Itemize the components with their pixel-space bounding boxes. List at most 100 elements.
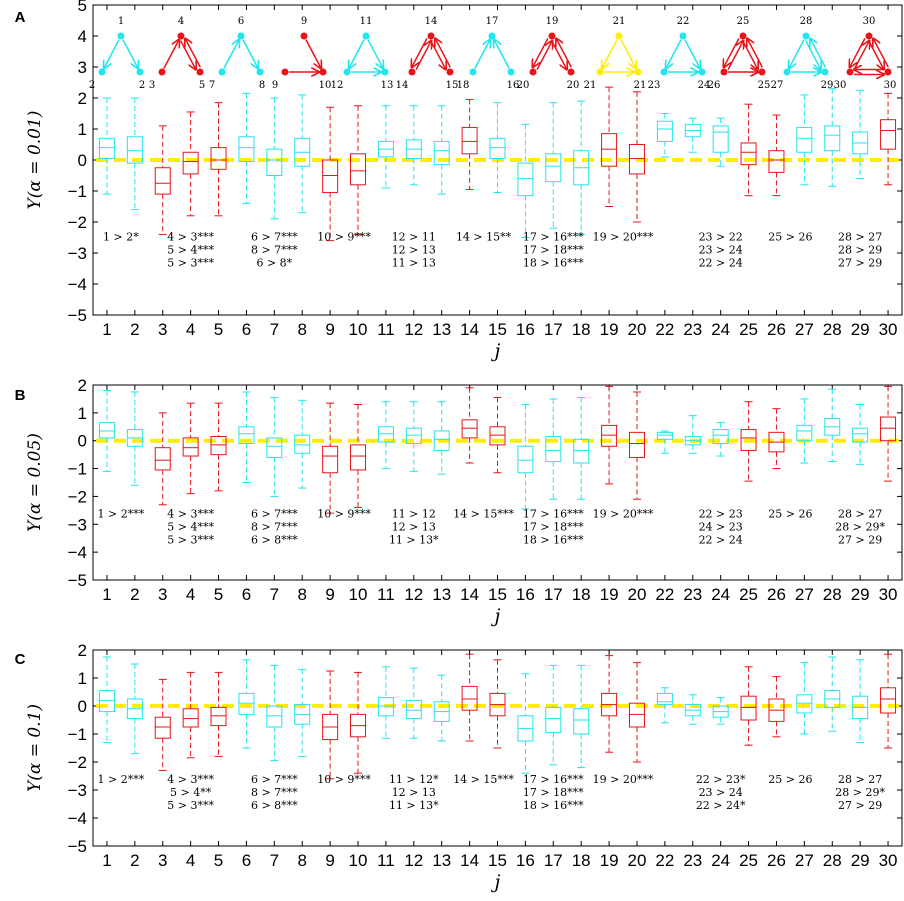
motif-node — [660, 68, 668, 76]
x-tick-label: 1 — [102, 851, 111, 870]
box-iqr — [210, 436, 227, 456]
significance-annotation: 8 > 7*** — [251, 244, 298, 257]
box-1 — [98, 97, 115, 195]
box-iqr — [461, 419, 478, 439]
motif-node — [884, 68, 892, 76]
box-3 — [154, 412, 171, 506]
significance-annotation: 25 > 26 — [768, 773, 812, 786]
box-iqr — [768, 150, 785, 173]
x-tick-label: 28 — [823, 585, 842, 604]
motif-number: 30 — [884, 80, 897, 91]
box-16 — [517, 123, 534, 238]
significance-annotation: 14 > 15*** — [453, 507, 514, 520]
motif-node — [679, 32, 687, 40]
box-8 — [294, 94, 311, 214]
box-15 — [489, 397, 506, 474]
box-iqr — [545, 706, 562, 734]
x-tick-label: 5 — [214, 320, 223, 339]
x-tick-label: 5 — [214, 585, 223, 604]
box-1 — [98, 390, 115, 472]
box-18 — [573, 397, 590, 500]
box-iqr — [433, 140, 450, 166]
x-axis-label: j — [491, 871, 501, 893]
motif-number: 17 — [486, 16, 499, 27]
motif-number: 30 — [863, 16, 876, 27]
motif-1: 1 2 2 — [89, 16, 145, 91]
significance-annotation: 14 > 15** — [456, 231, 512, 244]
box-17 — [545, 664, 562, 766]
box-iqr — [489, 426, 506, 446]
box-20 — [628, 91, 645, 223]
motif-number: 13 — [381, 80, 394, 91]
x-tick-label: 3 — [158, 320, 167, 339]
significance-annotation: 5 > 4** — [170, 786, 212, 799]
x-tick-label: 8 — [297, 851, 306, 870]
significance-annotation: 28 > 29* — [835, 786, 885, 799]
box-iqr — [461, 126, 478, 155]
significance-annotation: 1 > 2*** — [98, 507, 145, 520]
x-tick-label: 3 — [158, 585, 167, 604]
y-tick-label: 0 — [78, 697, 87, 716]
box-18 — [573, 100, 590, 235]
box-iqr — [126, 136, 143, 164]
significance-annotation: 17 > 16*** — [523, 507, 584, 520]
motif-edge — [104, 39, 120, 69]
significance-annotation: 19 > 20*** — [593, 773, 654, 786]
motif-node — [343, 68, 351, 76]
x-tick-label: 13 — [432, 320, 451, 339]
motif-node — [758, 68, 766, 76]
box-iqr — [377, 426, 394, 443]
box-iqr — [461, 685, 478, 711]
motif-number: 15 — [446, 80, 459, 91]
significance-annotation: 5 > 4*** — [167, 520, 214, 533]
motif-number: 7 — [209, 80, 215, 91]
box-20 — [628, 391, 645, 500]
motif-node — [821, 68, 829, 76]
motif-edge — [163, 40, 179, 69]
motif-node — [783, 68, 791, 76]
box-26 — [768, 676, 785, 738]
x-tick-label: 3 — [158, 851, 167, 870]
motif-node — [698, 68, 706, 76]
motif-17: 17 18 16 — [457, 16, 520, 91]
motif-number: 25 — [758, 80, 771, 91]
x-tick-label: 6 — [242, 585, 251, 604]
motif-node — [567, 68, 575, 76]
motif-edge — [429, 40, 446, 70]
box-iqr — [154, 716, 171, 739]
motif-number: 2 — [139, 80, 145, 91]
motif-node — [446, 68, 454, 76]
x-tick-label: 26 — [767, 851, 786, 870]
x-tick-label: 24 — [711, 585, 730, 604]
motif-edge — [305, 39, 321, 69]
x-tick-label: 11 — [377, 585, 395, 604]
x-tick-label: 30 — [879, 851, 898, 870]
motif-6: 6 7 8 — [209, 16, 265, 91]
motif-edge — [684, 39, 700, 69]
box-iqr — [182, 437, 199, 457]
box-iqr — [489, 137, 506, 159]
box-27 — [796, 398, 813, 464]
motif-node — [802, 32, 810, 40]
box-6 — [238, 391, 255, 483]
box-iqr — [740, 429, 757, 451]
box-iqr — [238, 136, 255, 163]
significance-annotation: 10 > 9*** — [317, 773, 371, 786]
box-iqr — [238, 426, 255, 444]
box-iqr — [405, 699, 422, 720]
motif-node — [300, 32, 308, 40]
motif-node — [548, 32, 556, 40]
x-tick-label: 18 — [572, 585, 591, 604]
motif-14: 14 14 15 — [396, 16, 459, 91]
box-14 — [461, 387, 478, 464]
motif-28: 28 27 29 — [771, 16, 834, 91]
motif-number: 19 — [546, 16, 559, 27]
box-1 — [98, 656, 115, 743]
box-2 — [126, 97, 143, 211]
panel-label: B — [15, 387, 26, 404]
significance-annotation: 27 > 29 — [838, 533, 882, 546]
x-tick-label: 27 — [795, 585, 814, 604]
y-tick-label: −1 — [68, 725, 87, 744]
box-iqr — [266, 437, 283, 458]
box-5 — [210, 102, 227, 217]
